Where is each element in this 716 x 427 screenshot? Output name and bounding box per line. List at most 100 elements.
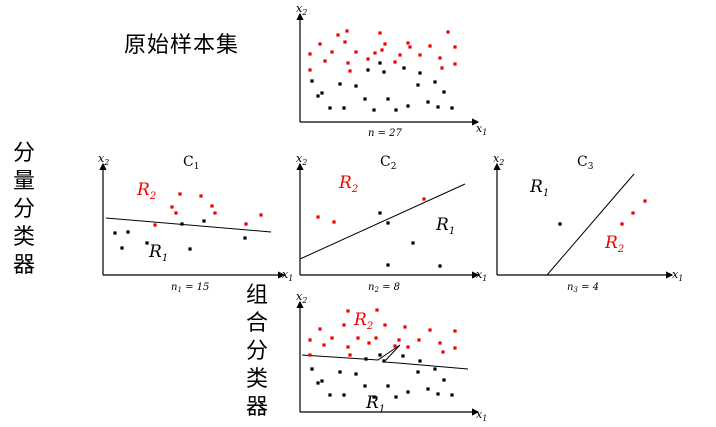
data-point [328,106,332,110]
data-point [386,97,390,101]
caption: n3 = 4 [567,282,599,294]
data-point [428,328,432,332]
decision-boundary [546,173,635,276]
data-point [316,94,320,98]
decision-boundary [299,183,466,260]
data-point [310,367,314,371]
panel-c1: x2 x1 C1 R2 R1 n1 = 15 [98,152,293,294]
data-point [188,247,192,251]
data-point [174,211,178,215]
data-point [433,367,437,371]
data-point [441,350,445,354]
data-point [338,82,342,86]
region-2-label: R2 [338,173,358,195]
data-point [426,387,430,391]
panel-combined: x2 x1 R2 R1 [296,290,487,423]
x1-label: x1 [476,268,487,283]
data-point [318,42,322,46]
data-point [406,41,410,45]
panel-c2: x2 x1 C2 R2 R1 n2 = 8 [296,152,487,294]
data-point [401,354,405,358]
data-point [378,31,382,35]
data-point [120,246,124,250]
caption: n2 = 8 [368,282,400,294]
page-title: 原始样本集 [124,33,240,58]
data-point [332,220,336,224]
data-point [453,346,457,350]
data-point [356,336,360,340]
data-point [382,359,386,363]
x2-label: x2 [98,152,109,167]
data-point [383,323,387,327]
data-point [363,384,367,388]
data-point [438,264,442,268]
data-point [320,379,324,383]
x2-label: x2 [296,290,307,305]
caption: n = 27 [368,128,403,139]
data-point [343,40,347,44]
x2-label: x2 [493,152,504,167]
data-point [386,221,390,225]
data-point [354,50,358,54]
data-point [244,222,248,226]
data-point [378,353,382,357]
data-point [243,236,247,240]
data-point [382,70,386,74]
data-point [354,84,358,88]
x1-label: x1 [282,268,293,283]
combined-decision-boundary [301,344,469,370]
classifier-title: C2 [380,154,396,172]
data-point [406,345,410,349]
data-point [406,104,410,108]
data-point [322,343,326,347]
data-point [259,213,263,217]
data-point [318,327,322,331]
data-point [178,192,182,196]
data-point [372,395,376,399]
data-point [330,336,334,340]
data-point [180,222,184,226]
data-point [373,51,377,55]
region-1-label: R1 [148,242,168,264]
data-point [436,105,440,109]
data-point [418,53,422,57]
char: 类 [12,225,35,250]
data-point [342,323,346,327]
char: 类 [245,367,268,392]
data-point [393,344,397,348]
data-point [367,341,371,345]
data-point [406,390,410,394]
data-point [378,211,382,215]
data-point [338,370,342,374]
combined-classifier-label: 组 合 分 类 器 [245,282,269,422]
data-point [438,341,442,345]
x2-label: x2 [296,2,307,17]
data-point [308,68,312,72]
data-point [383,42,387,46]
data-point [428,44,432,48]
char: 器 [12,253,35,278]
data-point [450,106,454,110]
data-point [145,241,149,245]
data-point [346,61,350,65]
data-point [213,211,217,215]
data-point [342,393,346,397]
data-point [153,223,157,227]
data-point [453,62,457,66]
region-2-label: R2 [604,233,624,255]
char: 量 [12,169,35,194]
data-point [440,66,444,70]
data-point [210,204,214,208]
data-point [433,80,437,84]
data-point [113,231,117,235]
data-point [336,33,340,37]
char: 器 [245,395,268,420]
data-point [386,263,390,267]
data-point [631,211,635,215]
data-point [408,45,412,49]
data-point [446,30,450,34]
x1-label: x1 [672,268,683,283]
data-point [378,61,382,65]
data-point [411,241,415,245]
data-point [316,381,320,385]
